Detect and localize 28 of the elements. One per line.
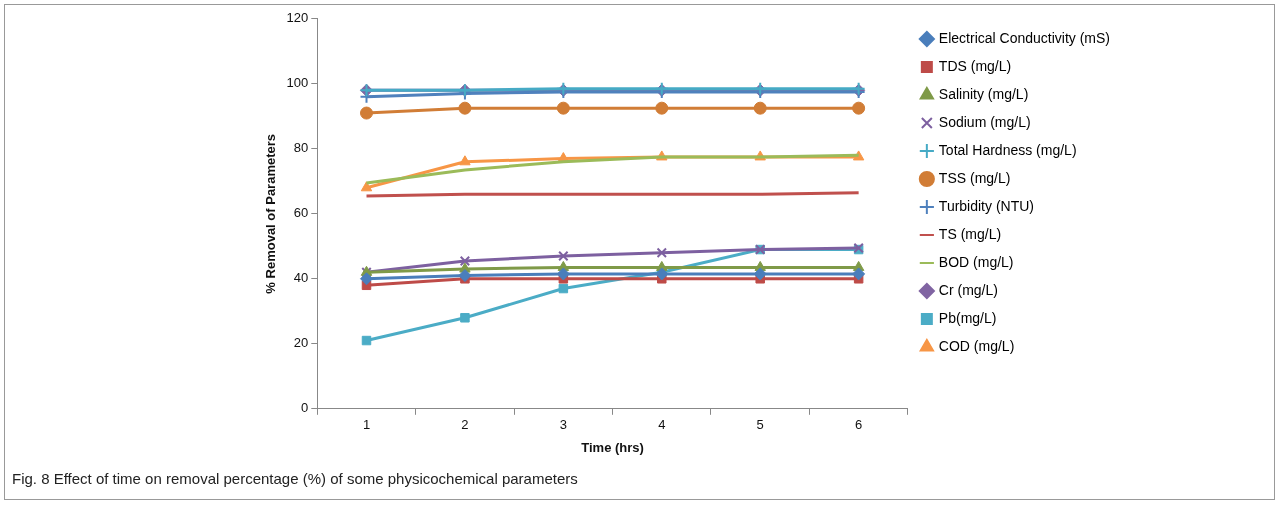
legend-label: TS (mg/L) (938, 225, 1002, 242)
x-tick-label: 4 (658, 417, 666, 433)
y-tick-label: 80 (293, 140, 309, 156)
x-tick-label: 6 (855, 417, 863, 433)
legend-label: Turbidity (NTU) (938, 197, 1034, 214)
legend-label: Sodium (mg/L) (938, 113, 1031, 130)
x-axis-title: Time (hrs) (581, 439, 644, 455)
y-tick-label: 60 (293, 205, 309, 221)
legend-label: Electrical Conductivity (mS) (938, 29, 1110, 46)
y-tick-label: 40 (293, 270, 309, 286)
x-tick-label: 2 (461, 417, 469, 433)
x-tick-label: 3 (559, 417, 567, 433)
legend-label: Cr (mg/L) (938, 281, 998, 298)
legend-label: COD (mg/L) (938, 337, 1015, 354)
x-tick-label: 1 (362, 417, 371, 433)
y-tick-label: 120 (286, 10, 309, 26)
y-tick-label: 0 (301, 400, 309, 416)
y-tick-label: 20 (293, 335, 309, 351)
legend-label: Salinity (mg/L) (938, 85, 1029, 102)
legend-label: Pb(mg/L) (938, 309, 997, 326)
y-axis-title: % Removal of Parameters (263, 133, 279, 294)
legend-label: BOD (mg/L) (938, 253, 1014, 270)
caption: Fig. 8 Effect of time on removal percentage (%) of some physicochemical parameters (12, 470, 578, 487)
legend-label: TDS (mg/L) (938, 57, 1012, 74)
legend-label: TSS (mg/L) (938, 169, 1011, 186)
y-tick-label: 100 (286, 75, 309, 91)
legend-label: Total Hardness (mg/L) (938, 141, 1077, 158)
x-tick-label: 5 (756, 417, 764, 433)
